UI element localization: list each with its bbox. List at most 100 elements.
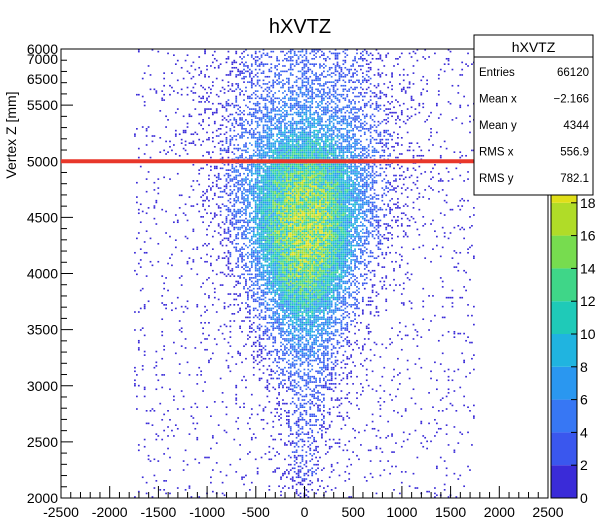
heatmap-cell <box>282 273 284 276</box>
heatmap-cell <box>315 295 317 297</box>
heatmap-cell <box>321 278 323 281</box>
heatmap-cell <box>184 305 187 308</box>
heatmap-cell <box>338 259 341 261</box>
heatmap-cell <box>278 302 280 304</box>
heatmap-cell <box>307 471 310 473</box>
heatmap-cell <box>254 259 257 261</box>
heatmap-cell <box>321 289 323 292</box>
heatmap-cell <box>301 480 304 482</box>
heatmap-cell <box>297 323 300 326</box>
heatmap-cell <box>330 332 333 335</box>
heatmap-cell <box>285 329 288 331</box>
heatmap-cell <box>317 309 319 312</box>
heatmap-cell <box>393 410 395 412</box>
heatmap-cell <box>293 467 296 470</box>
heatmap-cell <box>274 228 277 231</box>
heatmap-cell <box>258 327 261 329</box>
heatmap-cell <box>268 248 271 250</box>
heatmap-cell <box>139 289 142 292</box>
heatmap-cell <box>311 277 314 279</box>
heatmap-cell <box>350 237 353 240</box>
heatmap-cell <box>346 237 349 240</box>
heatmap-cell <box>192 248 195 250</box>
heatmap-cell <box>268 338 271 340</box>
heatmap-cell <box>143 445 146 448</box>
heatmap-cell <box>229 233 232 236</box>
heatmap-cell <box>293 309 296 312</box>
heatmap-cell <box>285 275 288 277</box>
heatmap-cell <box>237 311 240 313</box>
heatmap-cell <box>323 370 325 373</box>
heatmap-cell <box>260 289 263 292</box>
heatmap-cell <box>324 321 327 324</box>
heatmap-cell <box>317 348 319 351</box>
heatmap-cell <box>272 325 275 328</box>
heatmap-cell <box>309 320 312 322</box>
heatmap-cell <box>268 244 271 247</box>
heatmap-cell <box>297 262 300 265</box>
heatmap-cell <box>328 379 331 382</box>
heatmap-cell <box>250 248 253 250</box>
heatmap-cell <box>307 242 310 245</box>
heatmap-cell <box>471 444 473 446</box>
heatmap-cell <box>369 460 372 462</box>
heatmap-cell <box>319 225 321 227</box>
heatmap-cell <box>463 332 466 335</box>
heatmap-cell <box>373 314 376 317</box>
heatmap-cell <box>291 268 294 270</box>
heatmap-cell <box>435 244 438 247</box>
heatmap-cell <box>317 282 319 285</box>
heatmap-cell <box>307 266 310 268</box>
heatmap-cell <box>297 259 300 261</box>
heatmap-cell <box>303 232 306 234</box>
heatmap-cell <box>264 296 267 299</box>
heatmap-cell <box>324 329 327 331</box>
heatmap-cell <box>268 230 271 233</box>
heatmap-cell <box>245 278 247 281</box>
heatmap-cell <box>350 255 353 258</box>
heatmap-cell <box>208 361 210 364</box>
heatmap-cell <box>303 478 306 480</box>
heatmap-cell <box>254 262 257 265</box>
heatmap-cell <box>324 257 327 259</box>
heatmap-cell <box>217 298 220 301</box>
heatmap-cell <box>315 246 317 249</box>
heatmap-cell <box>208 334 210 337</box>
heatmap-cell <box>315 268 317 270</box>
heatmap-cell <box>307 259 310 261</box>
heatmap-cell <box>256 237 259 240</box>
heatmap-cell <box>276 241 278 243</box>
heatmap-cell <box>258 250 261 252</box>
heatmap-cell <box>252 361 255 364</box>
heatmap-cell <box>467 406 469 409</box>
heatmap-cell <box>305 343 308 346</box>
heatmap-cell <box>319 271 321 274</box>
heatmap-cell <box>245 386 247 389</box>
heatmap-cell <box>350 277 353 279</box>
heatmap-cell <box>299 278 302 281</box>
heatmap-cell <box>287 440 290 443</box>
heatmap-cell <box>344 363 347 365</box>
heatmap-cell <box>241 259 243 261</box>
heatmap-cell <box>416 228 419 231</box>
heatmap-cell <box>264 278 267 281</box>
heatmap-cell <box>270 334 273 337</box>
heatmap-cell <box>186 300 189 303</box>
heatmap-cell <box>266 257 269 259</box>
heatmap-cell <box>266 255 269 258</box>
heatmap-cell <box>254 241 257 243</box>
heatmap-cell <box>276 318 278 321</box>
heatmap-cell <box>321 469 323 471</box>
heatmap-cell <box>284 235 286 238</box>
heatmap-cell <box>134 329 136 331</box>
heatmap-cell <box>303 255 306 258</box>
heatmap-cell <box>324 255 327 258</box>
heatmap-cell <box>330 271 333 274</box>
heatmap-cell <box>272 370 275 373</box>
heatmap-cell <box>311 481 314 484</box>
heatmap-cell <box>307 228 310 231</box>
heatmap-cell <box>313 397 316 400</box>
heatmap-cell <box>268 235 271 238</box>
heatmap-cell <box>149 260 152 263</box>
heatmap-cell <box>284 300 286 303</box>
